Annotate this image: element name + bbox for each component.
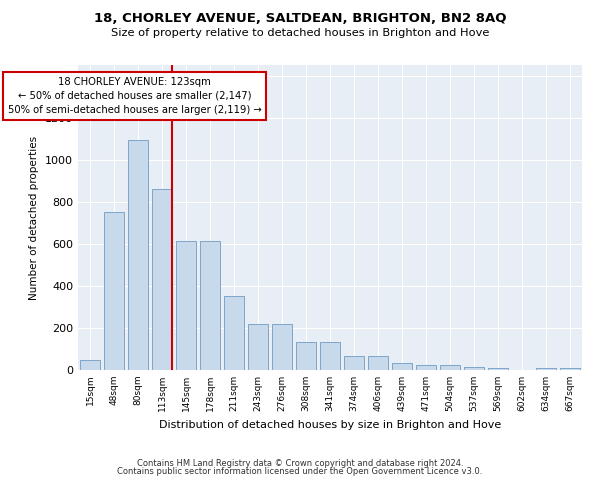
Bar (200, 240, 220, 370)
Bar (392, 362, 412, 370)
Text: Contains HM Land Registry data © Crown copyright and database right 2024.: Contains HM Land Registry data © Crown c… (137, 458, 463, 468)
Bar (128, 140, 148, 370)
Bar (320, 342, 340, 370)
Text: 18 CHORLEY AVENUE: 123sqm
← 50% of detached houses are smaller (2,147)
50% of se: 18 CHORLEY AVENUE: 123sqm ← 50% of detac… (8, 76, 261, 114)
Bar (440, 366, 460, 370)
Bar (368, 356, 388, 370)
Bar (80, 360, 100, 370)
Bar (560, 368, 580, 370)
Bar (176, 240, 196, 370)
Bar (344, 356, 364, 370)
Bar (488, 368, 508, 370)
Text: Contains public sector information licensed under the Open Government Licence v3: Contains public sector information licen… (118, 467, 482, 476)
Bar (464, 367, 484, 370)
Bar (272, 324, 292, 370)
Y-axis label: Number of detached properties: Number of detached properties (29, 136, 40, 300)
Bar (416, 364, 436, 370)
X-axis label: Distribution of detached houses by size in Brighton and Hove: Distribution of detached houses by size … (159, 420, 501, 430)
Bar (248, 324, 268, 370)
Text: 18, CHORLEY AVENUE, SALTDEAN, BRIGHTON, BN2 8AQ: 18, CHORLEY AVENUE, SALTDEAN, BRIGHTON, … (94, 12, 506, 26)
Bar (152, 189, 172, 370)
Bar (224, 296, 244, 370)
Text: Size of property relative to detached houses in Brighton and Hove: Size of property relative to detached ho… (111, 28, 489, 38)
Bar (296, 342, 316, 370)
Bar (104, 212, 124, 370)
Bar (536, 368, 556, 370)
